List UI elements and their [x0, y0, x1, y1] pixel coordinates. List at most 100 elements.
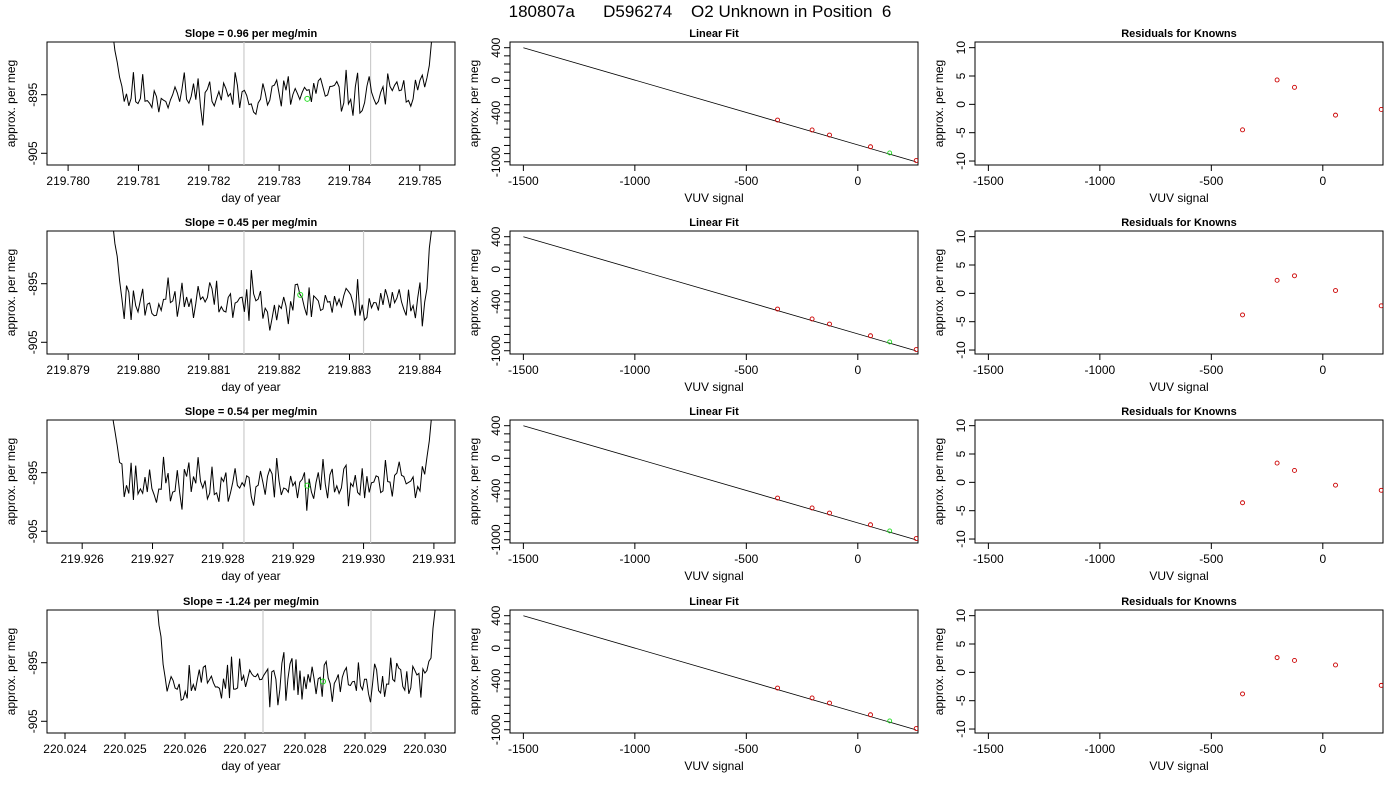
x-tick-label: 219.930 — [342, 552, 386, 566]
residual-point — [1378, 487, 1383, 493]
x-tick-label: -500 — [734, 363, 758, 377]
unknown-point — [887, 528, 893, 534]
x-tick-label: 0 — [1319, 552, 1326, 566]
known-point — [809, 695, 815, 701]
y-tick-label: 400 — [489, 37, 503, 57]
plot-area — [1240, 273, 1383, 318]
x-axis-label: day of year — [221, 191, 280, 205]
x-tick-label: 220.027 — [223, 742, 267, 756]
plot-area — [523, 615, 918, 731]
plot-area — [113, 231, 432, 354]
y-tick-label: -895 — [26, 271, 40, 295]
chart-title: Residuals for Knowns — [1121, 28, 1237, 40]
plot-area — [1240, 77, 1383, 133]
y-tick-label: 0 — [489, 77, 503, 84]
signal-trace — [113, 42, 432, 126]
x-tick-label: -1500 — [508, 174, 539, 188]
y-tick-label: 0 — [954, 101, 968, 108]
chart-title: Slope = 0.54 per meg/min — [185, 406, 318, 418]
plot-frame — [46, 230, 456, 355]
x-tick-label: 0 — [1319, 742, 1326, 756]
y-tick-label: 0 — [489, 266, 503, 273]
chart-panel-7: Slope = 0.54 per meg/min day of year appro… — [4, 406, 456, 583]
x-tick-label: 219.928 — [201, 552, 245, 566]
x-tick-label: 0 — [854, 552, 861, 566]
x-tick-label: 219.784 — [328, 174, 372, 188]
x-tick-label: -1000 — [1085, 363, 1116, 377]
y-axis-label: approx. per meg — [932, 438, 946, 525]
known-point — [775, 306, 780, 312]
plot-frame — [46, 419, 456, 544]
x-tick-label: -500 — [1199, 552, 1223, 566]
x-axis-label: day of year — [221, 380, 280, 394]
residual-point — [1378, 682, 1383, 688]
y-tick-label: -895 — [26, 460, 40, 484]
x-axis-label: day of year — [221, 569, 280, 583]
chart-title: Linear Fit — [689, 596, 739, 608]
chart-title: Slope = 0.96 per meg/min — [185, 28, 318, 40]
x-tick-label: -500 — [734, 552, 758, 566]
x-tick-label: 219.879 — [46, 363, 90, 377]
x-axis-label: VUV signal — [1149, 569, 1208, 583]
y-tick-label: -10 — [954, 152, 968, 170]
plot-frame — [46, 41, 456, 166]
residual-point — [1240, 127, 1245, 133]
chart-panel-12: Residuals for Knowns VUV signal approx. pe… — [932, 596, 1384, 773]
residual-point — [1292, 84, 1297, 90]
known-point — [913, 158, 918, 163]
fit-line — [523, 236, 916, 352]
chart-title: Slope = 0.45 per meg/min — [185, 217, 318, 229]
y-axis-label: approx. per meg — [932, 60, 946, 147]
y-tick-label: -10 — [954, 720, 968, 738]
y-tick-label: -905 — [26, 519, 40, 543]
known-point — [775, 685, 780, 691]
chart-title: Linear Fit — [689, 28, 739, 40]
plot-area — [113, 42, 432, 165]
unknown-marker — [304, 95, 311, 102]
y-axis-label: approx. per meg — [932, 249, 946, 336]
y-tick-label: -10 — [954, 530, 968, 548]
y-tick-label: 0 — [954, 290, 968, 297]
x-tick-label: 220.030 — [403, 742, 447, 756]
fit-line — [523, 47, 916, 163]
residual-point — [1333, 662, 1338, 668]
y-tick-label: 10 — [954, 41, 968, 55]
residual-point — [1274, 460, 1280, 466]
residual-point — [1333, 288, 1338, 293]
x-axis-label: VUV signal — [1149, 380, 1208, 394]
x-tick-label: 219.926 — [60, 552, 104, 566]
plot-frame — [509, 419, 919, 544]
chart-panel-4: Slope = 0.45 per meg/min day of year appro… — [4, 217, 456, 394]
x-tick-label: 0 — [1319, 174, 1326, 188]
known-point — [913, 536, 918, 541]
chart-panel-3: Residuals for Knowns VUV signal approx. pe… — [932, 28, 1384, 205]
plot-area — [1240, 655, 1383, 697]
unknown-point — [887, 339, 893, 345]
residual-point — [1378, 303, 1383, 309]
y-tick-label: 5 — [954, 450, 968, 457]
known-point — [827, 132, 832, 138]
x-tick-label: 219.884 — [398, 363, 442, 377]
y-tick-label: 5 — [954, 72, 968, 79]
plot-frame — [46, 609, 456, 734]
residual-point — [1240, 312, 1245, 318]
x-tick-label: -1500 — [508, 363, 539, 377]
x-tick-label: 219.931 — [412, 552, 456, 566]
x-tick-label: -1500 — [508, 552, 539, 566]
x-axis-label: VUV signal — [684, 569, 743, 583]
x-tick-label: -1000 — [620, 742, 651, 756]
y-tick-label: 0 — [489, 455, 503, 462]
x-axis-label: VUV signal — [1149, 191, 1208, 205]
y-tick-label: -5 — [954, 505, 968, 516]
x-axis-label: VUV signal — [684, 380, 743, 394]
x-tick-label: 219.881 — [187, 363, 231, 377]
chart-title: Linear Fit — [689, 406, 739, 418]
y-tick-label: -400 — [489, 479, 503, 503]
y-tick-label: 5 — [954, 640, 968, 647]
y-tick-label: -1000 — [489, 524, 503, 555]
x-tick-label: 219.883 — [328, 363, 372, 377]
y-tick-label: 0 — [489, 645, 503, 652]
plot-frame — [509, 230, 919, 355]
signal-trace — [157, 610, 436, 708]
y-tick-label: -895 — [26, 650, 40, 674]
